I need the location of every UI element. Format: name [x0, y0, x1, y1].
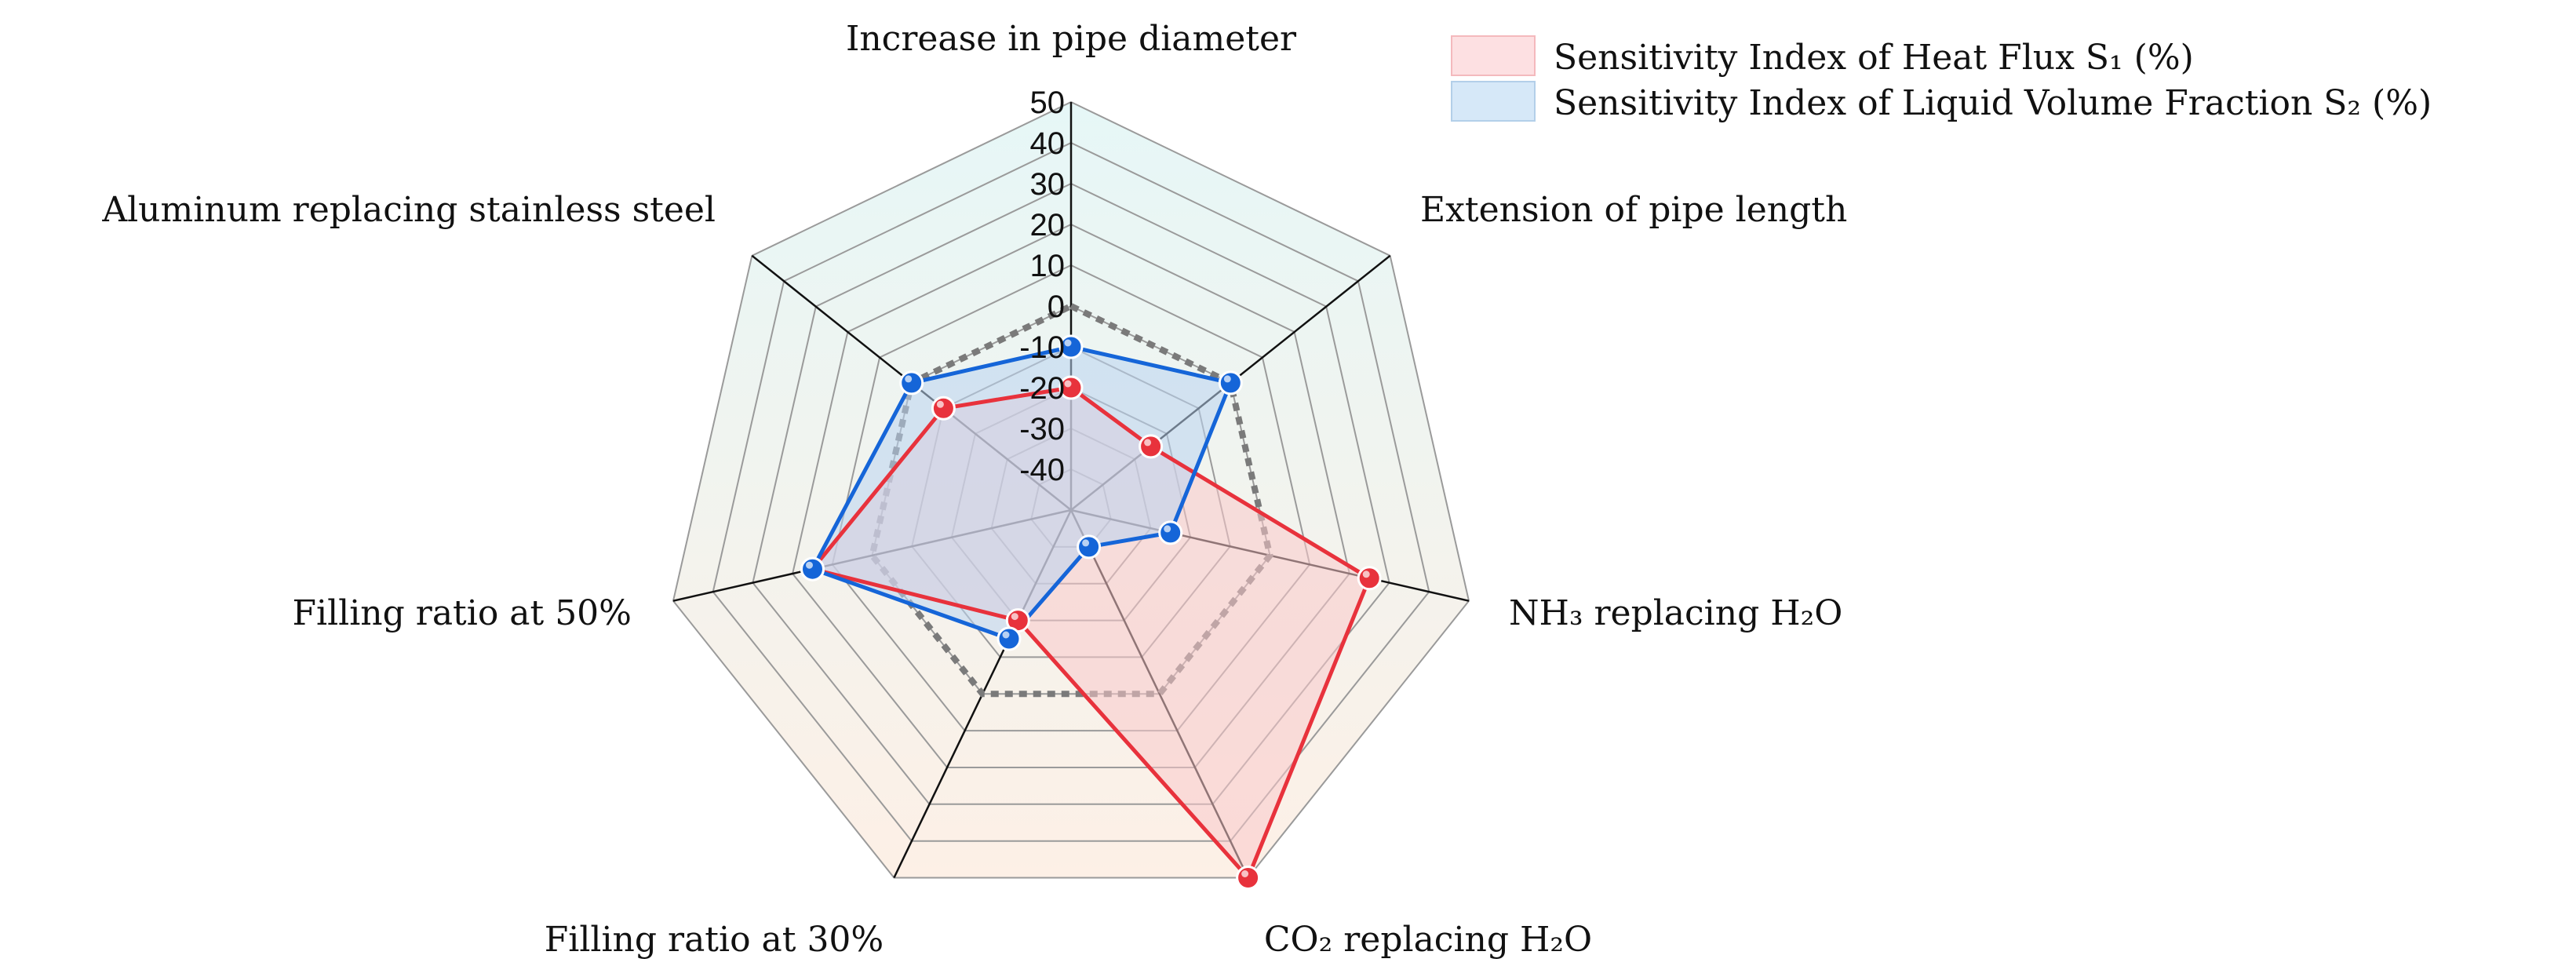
- data-point-highlight: [1082, 539, 1090, 547]
- grid-ring: [712, 141, 1430, 842]
- tick-label: 20: [1030, 208, 1066, 242]
- data-point-s1-3: [1077, 534, 1102, 560]
- series-line-0: [811, 385, 1372, 880]
- data-point-s0-1: [1139, 434, 1164, 459]
- data-point-highlight: [1362, 571, 1370, 578]
- tick-label: -40: [1019, 453, 1065, 487]
- tick-label: -10: [1019, 330, 1065, 365]
- tick-label: 50: [1030, 86, 1066, 120]
- data-point-s1-5: [800, 556, 825, 581]
- grid-ring: [831, 264, 1311, 732]
- data-point-highlight: [1144, 439, 1152, 447]
- legend-label-liquid-fraction: Sensitivity Index of Liquid Volume Fract…: [1554, 83, 2432, 123]
- data-point-s0-2: [1357, 566, 1382, 591]
- grid-ring: [672, 100, 1470, 879]
- data-point-s1-1: [1218, 370, 1243, 396]
- series-line-1: [811, 345, 1233, 641]
- grid-ring: [792, 223, 1350, 768]
- legend-label-heat-flux: Sensitivity Index of Heat Flux S₁ (%): [1554, 38, 2194, 78]
- series-area-1: [812, 347, 1231, 639]
- axis-label-pipe-length: Extension of pipe length: [1420, 190, 1847, 230]
- axis-label-pipe-diameter: Increase in pipe diameter: [846, 19, 1297, 59]
- data-point-highlight: [1064, 380, 1072, 388]
- tick-label: -20: [1019, 371, 1065, 406]
- series-lines: [811, 345, 1372, 880]
- data-point-highlight: [806, 561, 813, 569]
- legend-swatch-liquid-fraction: [1451, 81, 1536, 122]
- legend-swatch-heat-flux: [1451, 35, 1536, 76]
- data-point-highlight: [1164, 525, 1171, 533]
- radar-series: [800, 334, 1382, 890]
- axis-label-filling-50: Filling ratio at 50%: [292, 593, 632, 633]
- axis-label-nh3: NH₃ replacing H₂O: [1509, 593, 1842, 633]
- tick-label: -30: [1019, 412, 1065, 447]
- legend: Sensitivity Index of Heat Flux S₁ (%) Se…: [1451, 35, 2432, 123]
- data-point-highlight: [1064, 339, 1072, 347]
- data-point-s1-2: [1158, 520, 1183, 545]
- data-point-s0-6: [931, 396, 956, 421]
- data-point-highlight: [1002, 631, 1010, 639]
- data-point-s1-4: [997, 626, 1022, 651]
- tick-label: 10: [1030, 249, 1066, 283]
- grid-ring: [752, 182, 1390, 805]
- axis-label-co2: CO₂ replacing H₂O: [1264, 920, 1592, 960]
- data-point-s0-3: [1236, 866, 1261, 890]
- data-point-highlight: [1011, 613, 1018, 621]
- tick-label: 40: [1030, 126, 1066, 161]
- tick-label: 30: [1030, 167, 1066, 202]
- series-markers: [800, 334, 1382, 890]
- data-point-highlight: [905, 375, 913, 383]
- data-point-highlight: [1223, 375, 1231, 383]
- radial-ticks: 50 40 30 20 10 0 -10 -20 -30 -40: [1019, 86, 1065, 487]
- axis-label-filling-30: Filling ratio at 30%: [545, 920, 884, 960]
- data-point-highlight: [936, 400, 944, 408]
- tick-label: 0: [1048, 290, 1065, 324]
- data-point-s1-6: [899, 370, 924, 396]
- data-point-highlight: [1241, 870, 1249, 877]
- series-areas: [812, 347, 1370, 878]
- axis-label-aluminum: Aluminum replacing stainless steel: [101, 190, 716, 230]
